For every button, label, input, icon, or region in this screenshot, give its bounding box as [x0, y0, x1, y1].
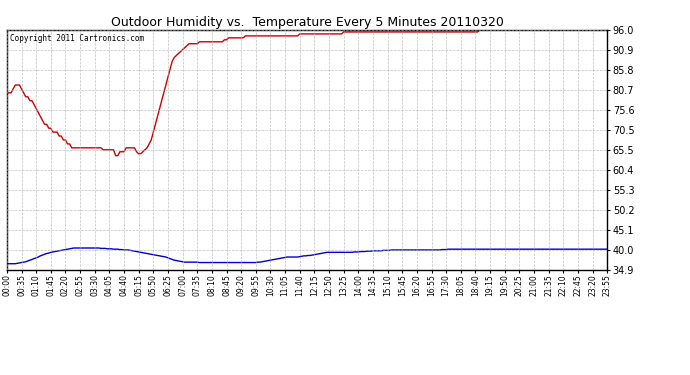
Title: Outdoor Humidity vs.  Temperature Every 5 Minutes 20110320: Outdoor Humidity vs. Temperature Every 5… [110, 16, 504, 29]
Text: Copyright 2011 Cartronics.com: Copyright 2011 Cartronics.com [10, 34, 144, 43]
